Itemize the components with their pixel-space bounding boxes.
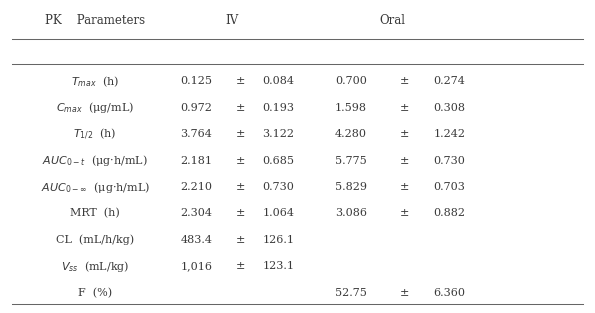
Text: 3.122: 3.122: [262, 129, 295, 139]
Text: 3.764: 3.764: [180, 129, 212, 139]
Text: 0.700: 0.700: [335, 76, 367, 86]
Text: 126.1: 126.1: [262, 235, 295, 245]
Text: ±: ±: [400, 76, 409, 86]
Text: 0.703: 0.703: [433, 182, 465, 192]
Text: 1.598: 1.598: [335, 103, 367, 113]
Text: 0.882: 0.882: [433, 208, 465, 218]
Text: $AUC_{0-t}$  (μg·h/mL): $AUC_{0-t}$ (μg·h/mL): [42, 153, 148, 168]
Text: 0.125: 0.125: [180, 76, 212, 86]
Text: 2.181: 2.181: [180, 156, 212, 166]
Text: CL  (mL/h/kg): CL (mL/h/kg): [56, 234, 134, 245]
Text: ±: ±: [400, 103, 409, 113]
Text: 1.242: 1.242: [433, 129, 465, 139]
Text: ±: ±: [236, 182, 246, 192]
Text: 0.084: 0.084: [262, 76, 295, 86]
Text: 4.280: 4.280: [335, 129, 367, 139]
Text: PK    Parameters: PK Parameters: [45, 14, 145, 27]
Text: ±: ±: [400, 156, 409, 166]
Text: MRT  (h): MRT (h): [70, 208, 120, 218]
Text: ±: ±: [400, 182, 409, 192]
Text: 52.75: 52.75: [335, 288, 367, 298]
Text: 0.308: 0.308: [433, 103, 465, 113]
Text: $C_{max}$  (μg/mL): $C_{max}$ (μg/mL): [56, 100, 134, 115]
Text: ±: ±: [400, 129, 409, 139]
Text: F  (%): F (%): [78, 288, 112, 298]
Text: 3.086: 3.086: [335, 208, 367, 218]
Text: 5.829: 5.829: [335, 182, 367, 192]
Text: 123.1: 123.1: [262, 261, 295, 271]
Text: ±: ±: [236, 76, 246, 86]
Text: ±: ±: [236, 156, 246, 166]
Text: 1,016: 1,016: [180, 261, 212, 271]
Text: 5.775: 5.775: [335, 156, 367, 166]
Text: $T_{1/2}$  (h): $T_{1/2}$ (h): [73, 127, 117, 142]
Text: ±: ±: [236, 235, 246, 245]
Text: 0.274: 0.274: [433, 76, 465, 86]
Text: ±: ±: [236, 129, 246, 139]
Text: 0.193: 0.193: [262, 103, 295, 113]
Text: 0.730: 0.730: [433, 156, 465, 166]
Text: IV: IV: [226, 14, 239, 27]
Text: 483.4: 483.4: [180, 235, 212, 245]
Text: 6.360: 6.360: [433, 288, 465, 298]
Text: 2.304: 2.304: [180, 208, 212, 218]
Text: Oral: Oral: [380, 14, 406, 27]
Text: 0.685: 0.685: [262, 156, 295, 166]
Text: 0.972: 0.972: [180, 103, 212, 113]
Text: ±: ±: [236, 103, 246, 113]
Text: 0.730: 0.730: [262, 182, 295, 192]
Text: $T_{max}$  (h): $T_{max}$ (h): [71, 74, 119, 89]
Text: $V_{ss}$  (mL/kg): $V_{ss}$ (mL/kg): [61, 259, 130, 274]
Text: 2.210: 2.210: [180, 182, 212, 192]
Text: ±: ±: [400, 208, 409, 218]
Text: $AUC_{0-∞}$  (μg·h/mL): $AUC_{0-∞}$ (μg·h/mL): [40, 180, 150, 194]
Text: 1.064: 1.064: [262, 208, 295, 218]
Text: ±: ±: [400, 288, 409, 298]
Text: ±: ±: [236, 261, 246, 271]
Text: ±: ±: [236, 208, 246, 218]
